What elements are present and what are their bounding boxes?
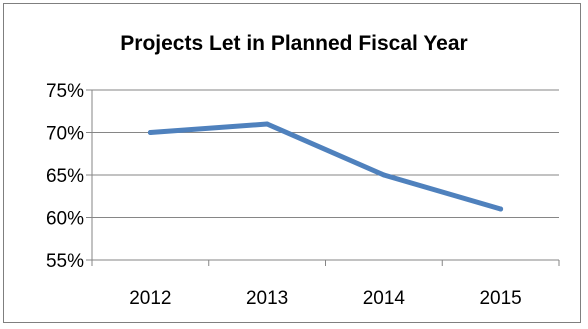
axes bbox=[91, 90, 560, 266]
data-point-0-1 bbox=[264, 121, 270, 127]
series-line-0 bbox=[147, 121, 504, 212]
y-tick-label-1: 60% bbox=[46, 209, 84, 230]
gridlines bbox=[86, 89, 559, 261]
x-tick-label-0: 2012 bbox=[129, 288, 171, 309]
y-tick-label-3: 70% bbox=[46, 124, 84, 145]
chart-frame bbox=[3, 3, 581, 323]
x-axis-tick-labels: 2012 2013 2014 2015 bbox=[129, 288, 522, 309]
data-point-0-2 bbox=[381, 172, 387, 178]
x-tick-label-2: 2014 bbox=[363, 288, 406, 309]
y-tick-label-2: 65% bbox=[46, 166, 84, 187]
x-tick-label-1: 2013 bbox=[246, 288, 288, 309]
y-tick-label-0: 55% bbox=[46, 251, 84, 272]
data-point-0-3 bbox=[498, 206, 504, 212]
y-axis-tick-labels: 55% 60% 65% 70% 75% bbox=[46, 81, 84, 272]
series-layer bbox=[147, 121, 504, 212]
data-point-0-0 bbox=[147, 130, 153, 135]
x-tick-label-3: 2015 bbox=[479, 288, 521, 309]
y-tick-label-4: 75% bbox=[46, 81, 84, 102]
chart-title: Projects Let in Planned Fiscal Year bbox=[120, 32, 467, 55]
